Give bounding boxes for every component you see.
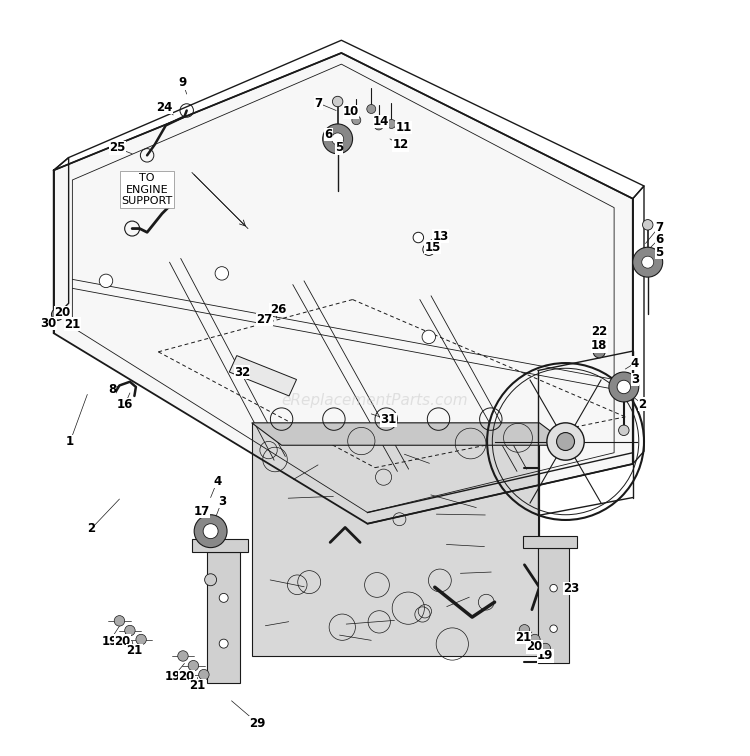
Circle shape (643, 219, 653, 230)
Circle shape (219, 639, 228, 648)
Text: 12: 12 (392, 138, 409, 151)
Text: 7: 7 (314, 97, 322, 110)
Polygon shape (523, 536, 577, 547)
Text: 20: 20 (526, 640, 542, 653)
Circle shape (322, 124, 352, 153)
Polygon shape (252, 423, 539, 656)
Polygon shape (192, 539, 248, 552)
Circle shape (593, 345, 605, 358)
Text: 16: 16 (116, 398, 133, 411)
Circle shape (617, 380, 631, 394)
Text: 19: 19 (165, 671, 182, 683)
Text: 13: 13 (433, 230, 449, 243)
Text: 27: 27 (256, 313, 272, 327)
Circle shape (332, 133, 344, 145)
Circle shape (530, 634, 540, 645)
Circle shape (215, 267, 229, 280)
Text: 6: 6 (655, 233, 663, 246)
Text: 4: 4 (631, 357, 639, 370)
Text: 11: 11 (395, 121, 412, 134)
Text: 25: 25 (109, 141, 125, 154)
Text: 32: 32 (234, 365, 250, 379)
Circle shape (519, 624, 530, 635)
Text: 15: 15 (424, 240, 441, 254)
Circle shape (219, 593, 228, 603)
Text: 20: 20 (55, 305, 70, 319)
Text: 18: 18 (591, 339, 608, 352)
Text: 20: 20 (114, 634, 130, 648)
Circle shape (550, 625, 557, 633)
Text: 21: 21 (126, 644, 142, 657)
Text: 19: 19 (537, 649, 554, 662)
Text: 19: 19 (101, 634, 118, 648)
Circle shape (178, 651, 188, 662)
Circle shape (203, 524, 218, 539)
Text: 20: 20 (178, 671, 195, 683)
Text: 2: 2 (87, 522, 95, 535)
Circle shape (352, 116, 361, 125)
Circle shape (547, 423, 584, 460)
Circle shape (332, 96, 343, 107)
Text: 21: 21 (189, 680, 206, 692)
Circle shape (124, 625, 135, 636)
Circle shape (633, 247, 663, 277)
Text: 31: 31 (380, 414, 397, 426)
Circle shape (642, 256, 654, 268)
Text: 29: 29 (250, 717, 266, 730)
Circle shape (422, 330, 436, 344)
Text: 5: 5 (335, 141, 344, 154)
Circle shape (423, 243, 435, 256)
Polygon shape (207, 552, 241, 683)
Text: 3: 3 (631, 373, 639, 386)
Circle shape (114, 615, 125, 626)
Circle shape (609, 372, 639, 402)
Circle shape (199, 669, 209, 680)
Circle shape (99, 274, 112, 287)
Circle shape (52, 308, 64, 321)
Circle shape (540, 643, 550, 654)
Circle shape (188, 661, 199, 671)
Circle shape (205, 574, 217, 586)
Circle shape (550, 584, 557, 592)
Circle shape (387, 119, 396, 129)
Text: 3: 3 (217, 494, 226, 508)
Circle shape (367, 104, 376, 113)
Polygon shape (252, 423, 569, 445)
Text: 5: 5 (655, 246, 663, 259)
Text: 8: 8 (134, 192, 142, 205)
Circle shape (556, 432, 574, 451)
Polygon shape (54, 53, 633, 524)
Text: 7: 7 (655, 221, 663, 234)
Text: 22: 22 (591, 325, 608, 338)
Text: 1: 1 (66, 435, 74, 448)
Text: 24: 24 (156, 101, 172, 114)
Text: 2: 2 (638, 398, 646, 411)
Text: 21: 21 (64, 318, 80, 330)
Circle shape (413, 232, 424, 243)
Text: 21: 21 (514, 631, 531, 644)
Circle shape (194, 515, 227, 547)
Text: 6: 6 (325, 128, 333, 141)
Text: 9: 9 (178, 76, 187, 89)
Text: TO
ENGINE
SUPPORT: TO ENGINE SUPPORT (122, 173, 172, 206)
Polygon shape (538, 547, 569, 664)
Circle shape (374, 121, 383, 130)
Text: 23: 23 (563, 582, 580, 595)
Polygon shape (230, 355, 296, 396)
Circle shape (136, 634, 146, 645)
Text: 14: 14 (373, 115, 389, 129)
Text: 10: 10 (343, 106, 359, 119)
Text: 4: 4 (213, 475, 221, 488)
Text: 26: 26 (270, 302, 286, 316)
Text: 8: 8 (108, 383, 116, 395)
Text: 17: 17 (194, 504, 210, 518)
Text: eReplacementParts.com: eReplacementParts.com (282, 393, 468, 408)
Circle shape (619, 425, 629, 435)
Text: 30: 30 (40, 317, 56, 330)
